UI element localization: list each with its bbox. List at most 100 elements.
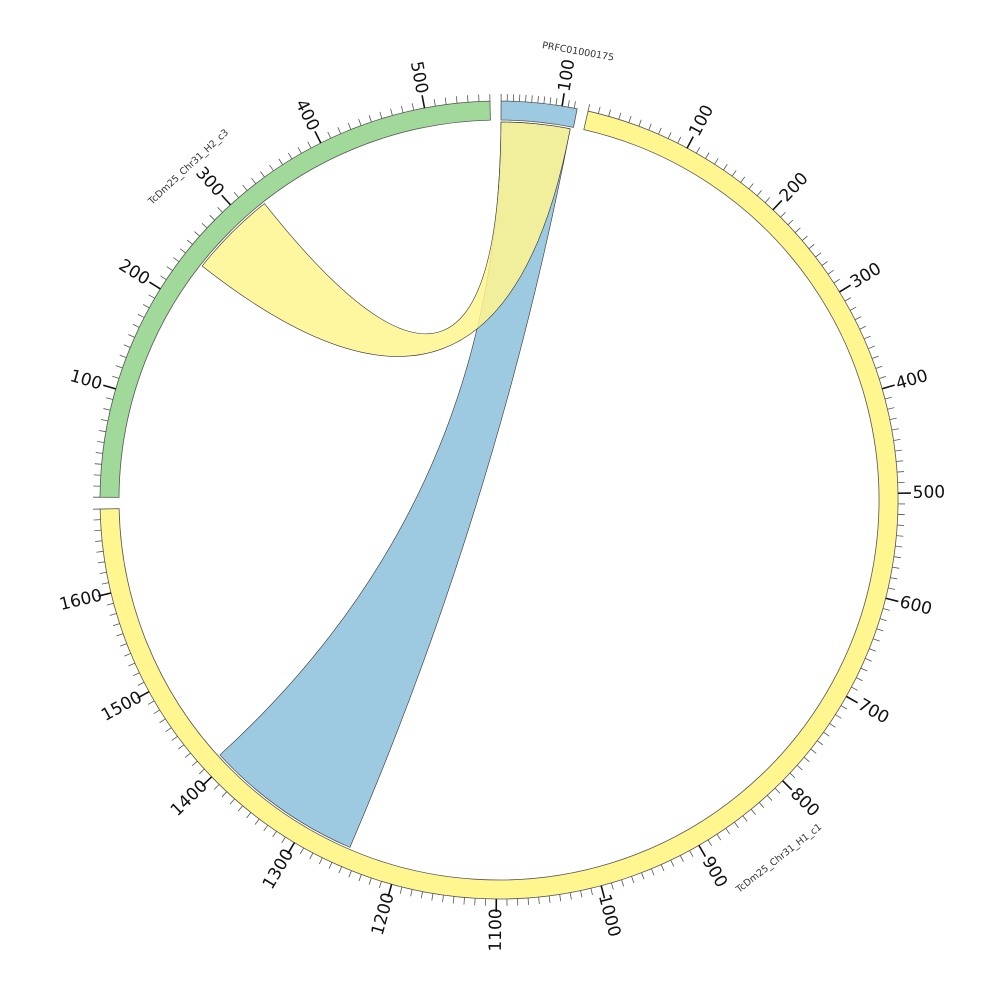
major-tick xyxy=(686,136,694,149)
tick-label: 500 xyxy=(406,60,432,96)
minor-tick xyxy=(123,344,131,348)
minor-tick xyxy=(823,731,830,737)
minor-tick xyxy=(896,535,904,537)
minor-tick xyxy=(467,95,469,103)
minor-tick xyxy=(209,214,215,221)
link-ribbon-prfc01000175-to-tcdm25_chr31_h1_c1 xyxy=(219,121,571,848)
minor-tick xyxy=(94,463,102,465)
minor-tick xyxy=(399,886,403,894)
minor-tick xyxy=(337,127,342,134)
minor-tick xyxy=(358,874,362,882)
minor-tick xyxy=(97,441,105,443)
minor-tick xyxy=(876,628,884,632)
minor-tick xyxy=(166,266,173,271)
minor-tick xyxy=(887,407,895,410)
minor-tick xyxy=(723,164,728,171)
major-tick xyxy=(387,884,393,898)
minor-tick xyxy=(246,812,252,819)
minor-tick xyxy=(573,101,576,109)
major-tick xyxy=(600,885,606,899)
minor-tick xyxy=(112,375,120,379)
minor-tick xyxy=(608,109,611,117)
minor-tick xyxy=(119,354,127,359)
major-tick xyxy=(103,384,117,390)
minor-tick xyxy=(801,235,808,241)
link-ribbon-prfc01000175-to-tcdm25_chr31_h2_c3 xyxy=(201,121,571,357)
chromosome-segments xyxy=(99,100,899,900)
minor-tick xyxy=(714,158,719,165)
minor-tick xyxy=(221,791,228,798)
minor-tick xyxy=(137,314,145,318)
minor-tick xyxy=(742,815,748,822)
minor-tick xyxy=(815,252,822,258)
minor-tick xyxy=(233,192,240,198)
minor-tick xyxy=(590,888,593,896)
minor-tick xyxy=(679,855,684,862)
minor-tick xyxy=(892,566,900,569)
tick-label: 700 xyxy=(854,695,892,728)
minor-tick xyxy=(309,852,314,860)
major-tick xyxy=(98,592,112,597)
minor-tick xyxy=(810,748,817,754)
minor-tick xyxy=(725,828,731,835)
minor-tick xyxy=(194,231,200,237)
minor-tick xyxy=(559,894,562,902)
major-tick xyxy=(839,284,851,293)
minor-tick xyxy=(263,824,269,832)
minor-tick xyxy=(98,430,106,433)
minor-tick xyxy=(893,439,901,441)
minor-tick xyxy=(444,97,447,105)
minor-tick xyxy=(896,460,904,462)
minor-tick xyxy=(868,345,875,350)
minor-tick xyxy=(137,681,145,686)
minor-tick xyxy=(631,876,635,884)
minor-tick xyxy=(410,889,413,897)
minor-tick xyxy=(400,105,404,113)
minor-tick xyxy=(705,152,710,159)
minor-tick xyxy=(740,176,746,183)
minor-tick xyxy=(420,891,423,899)
minor-tick xyxy=(142,304,150,309)
minor-tick xyxy=(318,857,323,865)
minor-tick xyxy=(628,115,632,123)
major-tick xyxy=(885,597,899,603)
minor-tick xyxy=(611,882,614,890)
minor-tick xyxy=(580,890,583,898)
tick-label: 1000 xyxy=(594,892,624,939)
minor-tick xyxy=(891,428,899,431)
minor-tick xyxy=(894,449,902,452)
minor-tick xyxy=(191,760,198,767)
tick-label: 400 xyxy=(894,366,931,394)
minor-tick xyxy=(731,170,737,177)
minor-tick xyxy=(893,556,901,559)
minor-tick xyxy=(555,98,558,106)
tick-label: 400 xyxy=(291,96,323,134)
minor-tick xyxy=(96,550,104,553)
minor-tick xyxy=(338,866,343,874)
minor-tick xyxy=(299,847,304,855)
major-tick xyxy=(287,842,296,855)
major-tick xyxy=(881,384,895,390)
minor-tick xyxy=(796,764,803,771)
tick-label: 100 xyxy=(555,58,580,93)
segment-tcdm25_chr31_h1_c1 xyxy=(99,110,899,900)
minor-tick xyxy=(94,529,102,532)
major-tick xyxy=(148,281,161,290)
minor-tick xyxy=(641,872,645,880)
minor-tick xyxy=(358,118,362,126)
minor-tick xyxy=(186,239,193,245)
minor-tick xyxy=(549,97,552,105)
minor-tick xyxy=(297,147,302,154)
minor-tick xyxy=(888,587,896,590)
major-tick xyxy=(845,695,859,704)
minor-tick xyxy=(716,833,722,841)
minor-tick xyxy=(105,397,113,400)
minor-tick xyxy=(856,677,863,682)
minor-tick xyxy=(884,396,892,400)
minor-tick xyxy=(794,227,801,233)
minor-tick xyxy=(95,540,103,542)
major-tick xyxy=(137,690,150,699)
tick-label: 1100 xyxy=(486,908,506,951)
major-tick xyxy=(201,776,213,787)
